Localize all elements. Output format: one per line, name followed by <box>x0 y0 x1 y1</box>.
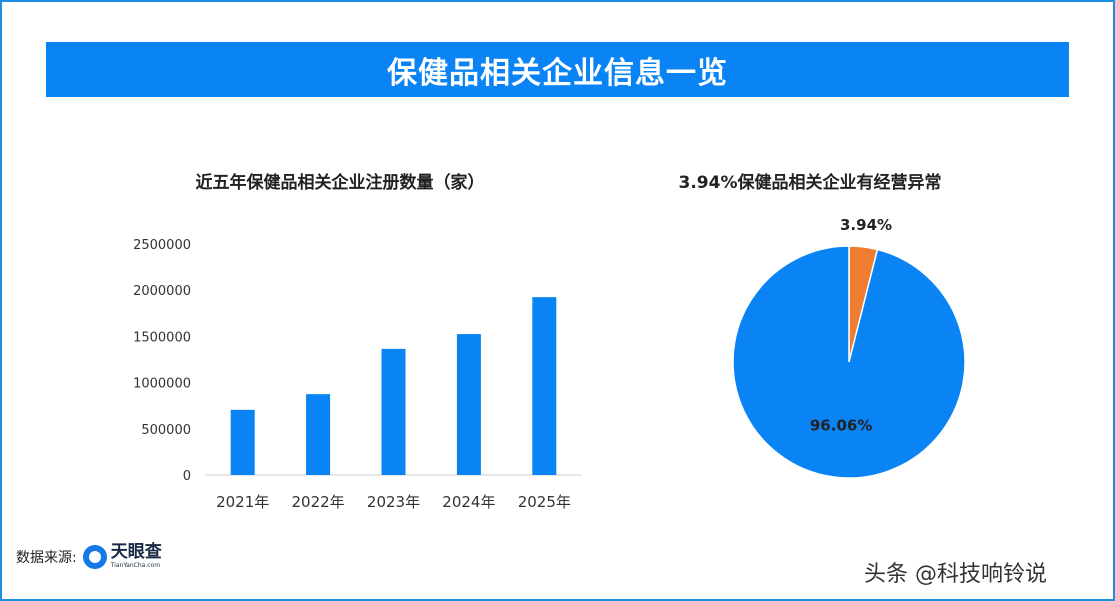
x-tick-label: 2025年 <box>518 493 571 511</box>
pie-slice-label: 96.06% <box>810 416 872 434</box>
tianyancha-logo: 天眼查 TianYanCha.com <box>82 542 162 569</box>
data-source: 数据来源: 天眼查 TianYanCha.com <box>16 544 162 569</box>
x-tick-label: 2024年 <box>442 493 495 511</box>
y-tick-label: 0 <box>183 469 191 484</box>
logo-name-en: TianYanCha.com <box>110 562 161 569</box>
y-tick-label: 1500000 <box>133 330 191 345</box>
bar-chart: 0 500000 1000000 1500000 2000000 2500000 2021年… <box>133 238 582 511</box>
bar <box>456 334 481 475</box>
y-tick-label: 2000000 <box>133 284 191 299</box>
tianyancha-logo-icon <box>82 544 107 569</box>
y-tick-label: 2500000 <box>133 238 191 253</box>
pie-slice <box>732 245 966 479</box>
pie-chart: 3.94% 96.06% <box>732 216 966 479</box>
pie-chart-title: 3.94%保健品相关企业有经营异常 <box>678 173 942 193</box>
watermark: 头条 @科技响铃说 <box>864 562 1047 587</box>
bar-chart-title: 近五年保健品相关企业注册数量（家） <box>195 173 485 193</box>
bar <box>381 348 406 475</box>
x-tick-label: 2022年 <box>292 493 345 511</box>
banner-title: 保健品相关企业信息一览 <box>46 42 1069 97</box>
y-tick-label: 1000000 <box>133 377 191 392</box>
bar <box>306 394 331 475</box>
logo-name-cn: 天眼查 <box>110 542 162 562</box>
x-tick-label: 2023年 <box>367 493 420 511</box>
source-label: 数据来源: <box>16 549 77 566</box>
y-tick-label: 500000 <box>141 423 191 438</box>
pie-slice-label: 3.94% <box>840 216 892 234</box>
bar <box>532 297 557 475</box>
bar <box>230 409 255 475</box>
x-tick-label: 2021年 <box>216 493 269 511</box>
